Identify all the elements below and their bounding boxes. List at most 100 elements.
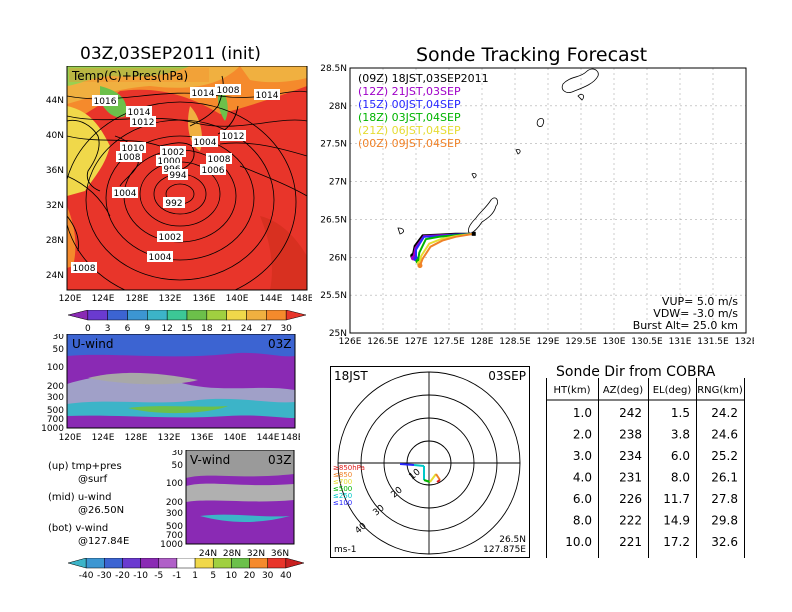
u-wind-time: 03Z <box>268 337 292 351</box>
u-p-tick: 1000 <box>41 424 64 434</box>
table-cell: 27.8 <box>711 492 738 506</box>
note-line: (up) tmp+pres <box>48 461 122 472</box>
colorbar-swatch <box>267 558 287 569</box>
map-lat-tick: 32N <box>46 201 64 211</box>
contour-label: 1012 <box>132 118 155 128</box>
colorbar-tick: 1 <box>192 571 198 580</box>
track-lon-tick: 127.5E <box>433 337 465 347</box>
colorbar-swatch <box>231 558 250 569</box>
polar-legend-item: ≤850 <box>333 471 352 479</box>
colorbar-tick: -40 <box>79 571 94 580</box>
u-p-tick: 200 <box>47 382 64 392</box>
u-lon-tick: 140E <box>224 433 247 443</box>
colorbar-tick: 15 <box>181 324 192 334</box>
colorbar-tick: 0 <box>85 324 91 334</box>
table-cell: 12.0 <box>565 557 592 559</box>
track-lat-tick: 26.5N <box>320 215 347 225</box>
track-legend-item: (09Z) 18JST,03SEP2011 <box>358 72 489 85</box>
table-cell: 1.0 <box>573 406 592 420</box>
map-lat-tick: 40N <box>46 131 64 141</box>
table-header: HT(km) <box>554 385 591 396</box>
track-lon-tick: 129E <box>537 337 560 347</box>
colorbar-tick: 18 <box>201 324 213 334</box>
table-header: RNG(km) <box>697 385 743 396</box>
temp-colorbar: 0 3 6 9 12 15 18 21 24 27 30 <box>67 310 307 334</box>
table-cell: 242 <box>619 406 642 420</box>
colorbar-tick: -30 <box>97 571 112 580</box>
u-wind-panel: U-wind 03Z 30 50 100 200 300 500 700 100… <box>41 334 300 443</box>
u-p-tick: 500 <box>47 406 64 416</box>
colorbar-tick: -20 <box>115 571 130 580</box>
note-line: @26.50N <box>78 505 125 516</box>
table-cell: 231 <box>619 471 642 485</box>
table-cell: 11.7 <box>663 492 690 506</box>
contour-label: 1010 <box>122 144 145 154</box>
v-wind-time: 03Z <box>268 453 292 467</box>
colorbar-swatch <box>206 310 227 321</box>
track-plot: 126E 126.5E 127E 127.5E 128E 128.5E 129E 129.5E… <box>320 64 754 347</box>
colorbar-tick: 3 <box>105 324 111 334</box>
colorbar-swatch <box>67 558 87 569</box>
polar-legend-item: ≤700 <box>333 478 352 486</box>
track-lon-tick: 127E <box>405 337 428 347</box>
colorbar-swatch <box>158 558 178 569</box>
map-lon-tick: 120E <box>59 294 82 304</box>
u-lon-tick: 144E <box>257 433 280 443</box>
track-lon-tick: 130.5E <box>631 337 663 347</box>
map-lat-tick: 44N <box>46 96 64 106</box>
table-cell: 8.0 <box>573 514 592 528</box>
v-lat-tick: 32N <box>247 549 265 558</box>
table-cell: 25.2 <box>711 449 738 463</box>
v-p-tick: 30 <box>172 450 184 458</box>
colorbar-tick: -1 <box>172 571 181 580</box>
table-cell: 226 <box>619 492 642 506</box>
contour-label: 1012 <box>222 132 245 142</box>
track-endpoint <box>417 263 423 269</box>
polar-time: 18JST <box>334 369 368 383</box>
contour-label: 1004 <box>194 138 217 148</box>
track-legend-item: (21Z) 06JST,04SEP <box>358 124 461 137</box>
v-lat-tick: 24N <box>199 549 217 558</box>
map-lon-tick: 132E <box>159 294 182 304</box>
map-title: 03Z,03SEP2011 (init) <box>80 44 261 64</box>
colorbar-tick: 24 <box>241 324 253 334</box>
colorbar-tick: 30 <box>280 324 292 334</box>
map-lon-ticks: 120E 124E 128E 132E 136E 140E 144E 148E <box>59 294 312 304</box>
contour-label: 1008 <box>73 264 96 274</box>
table-cell: 24.6 <box>711 428 738 442</box>
launch-site-marker <box>471 231 476 236</box>
table-header: AZ(deg) <box>603 385 643 396</box>
table-cell: 234 <box>619 449 642 463</box>
colorbar-swatch <box>249 558 268 569</box>
colorbar-swatch <box>127 310 148 321</box>
contour-label: 1008 <box>217 86 240 96</box>
polar-legend-item: ≤500 <box>333 485 352 493</box>
track-lat-tick: 26N <box>329 253 347 263</box>
colorbar-tick: -5 <box>154 571 163 580</box>
colorbar-swatch <box>147 310 168 321</box>
track-lon-tick: 126E <box>339 337 362 347</box>
table-cell: 238 <box>619 428 642 442</box>
colorbar-tick: 20 <box>244 571 256 580</box>
u-lon-tick: 120E <box>59 433 82 443</box>
table-header: EL(deg) <box>653 385 692 396</box>
island-outlines <box>397 68 599 235</box>
table-cell: 24.2 <box>711 406 738 420</box>
v-p-tick: 300 <box>166 509 183 519</box>
polar-legend-item: ≥850hPa <box>333 464 365 472</box>
v-p-tick: 200 <box>166 498 183 508</box>
v-p-tick: 1000 <box>160 540 183 550</box>
track-legend-item: (18Z) 03JST,04SEP <box>358 111 461 124</box>
colorbar-tick: 6 <box>125 324 131 334</box>
contour-label: 1008 <box>118 153 141 163</box>
colorbar-tick: 40 <box>280 571 292 580</box>
v-wind-panel: V-wind 03Z 30 50 100 200 300 500 700 100… <box>160 450 295 558</box>
table-cell: 220 <box>619 557 642 559</box>
table-cell: 14.9 <box>663 514 690 528</box>
table-cell: 222 <box>619 514 642 528</box>
colorbar-swatch <box>212 558 232 569</box>
track-param: Burst Alt= 25.0 km <box>633 319 738 332</box>
track-lon-tick: 132E <box>735 337 754 347</box>
table-cell: 32.6 <box>711 535 738 549</box>
track-lat-tick: 25N <box>329 329 347 339</box>
